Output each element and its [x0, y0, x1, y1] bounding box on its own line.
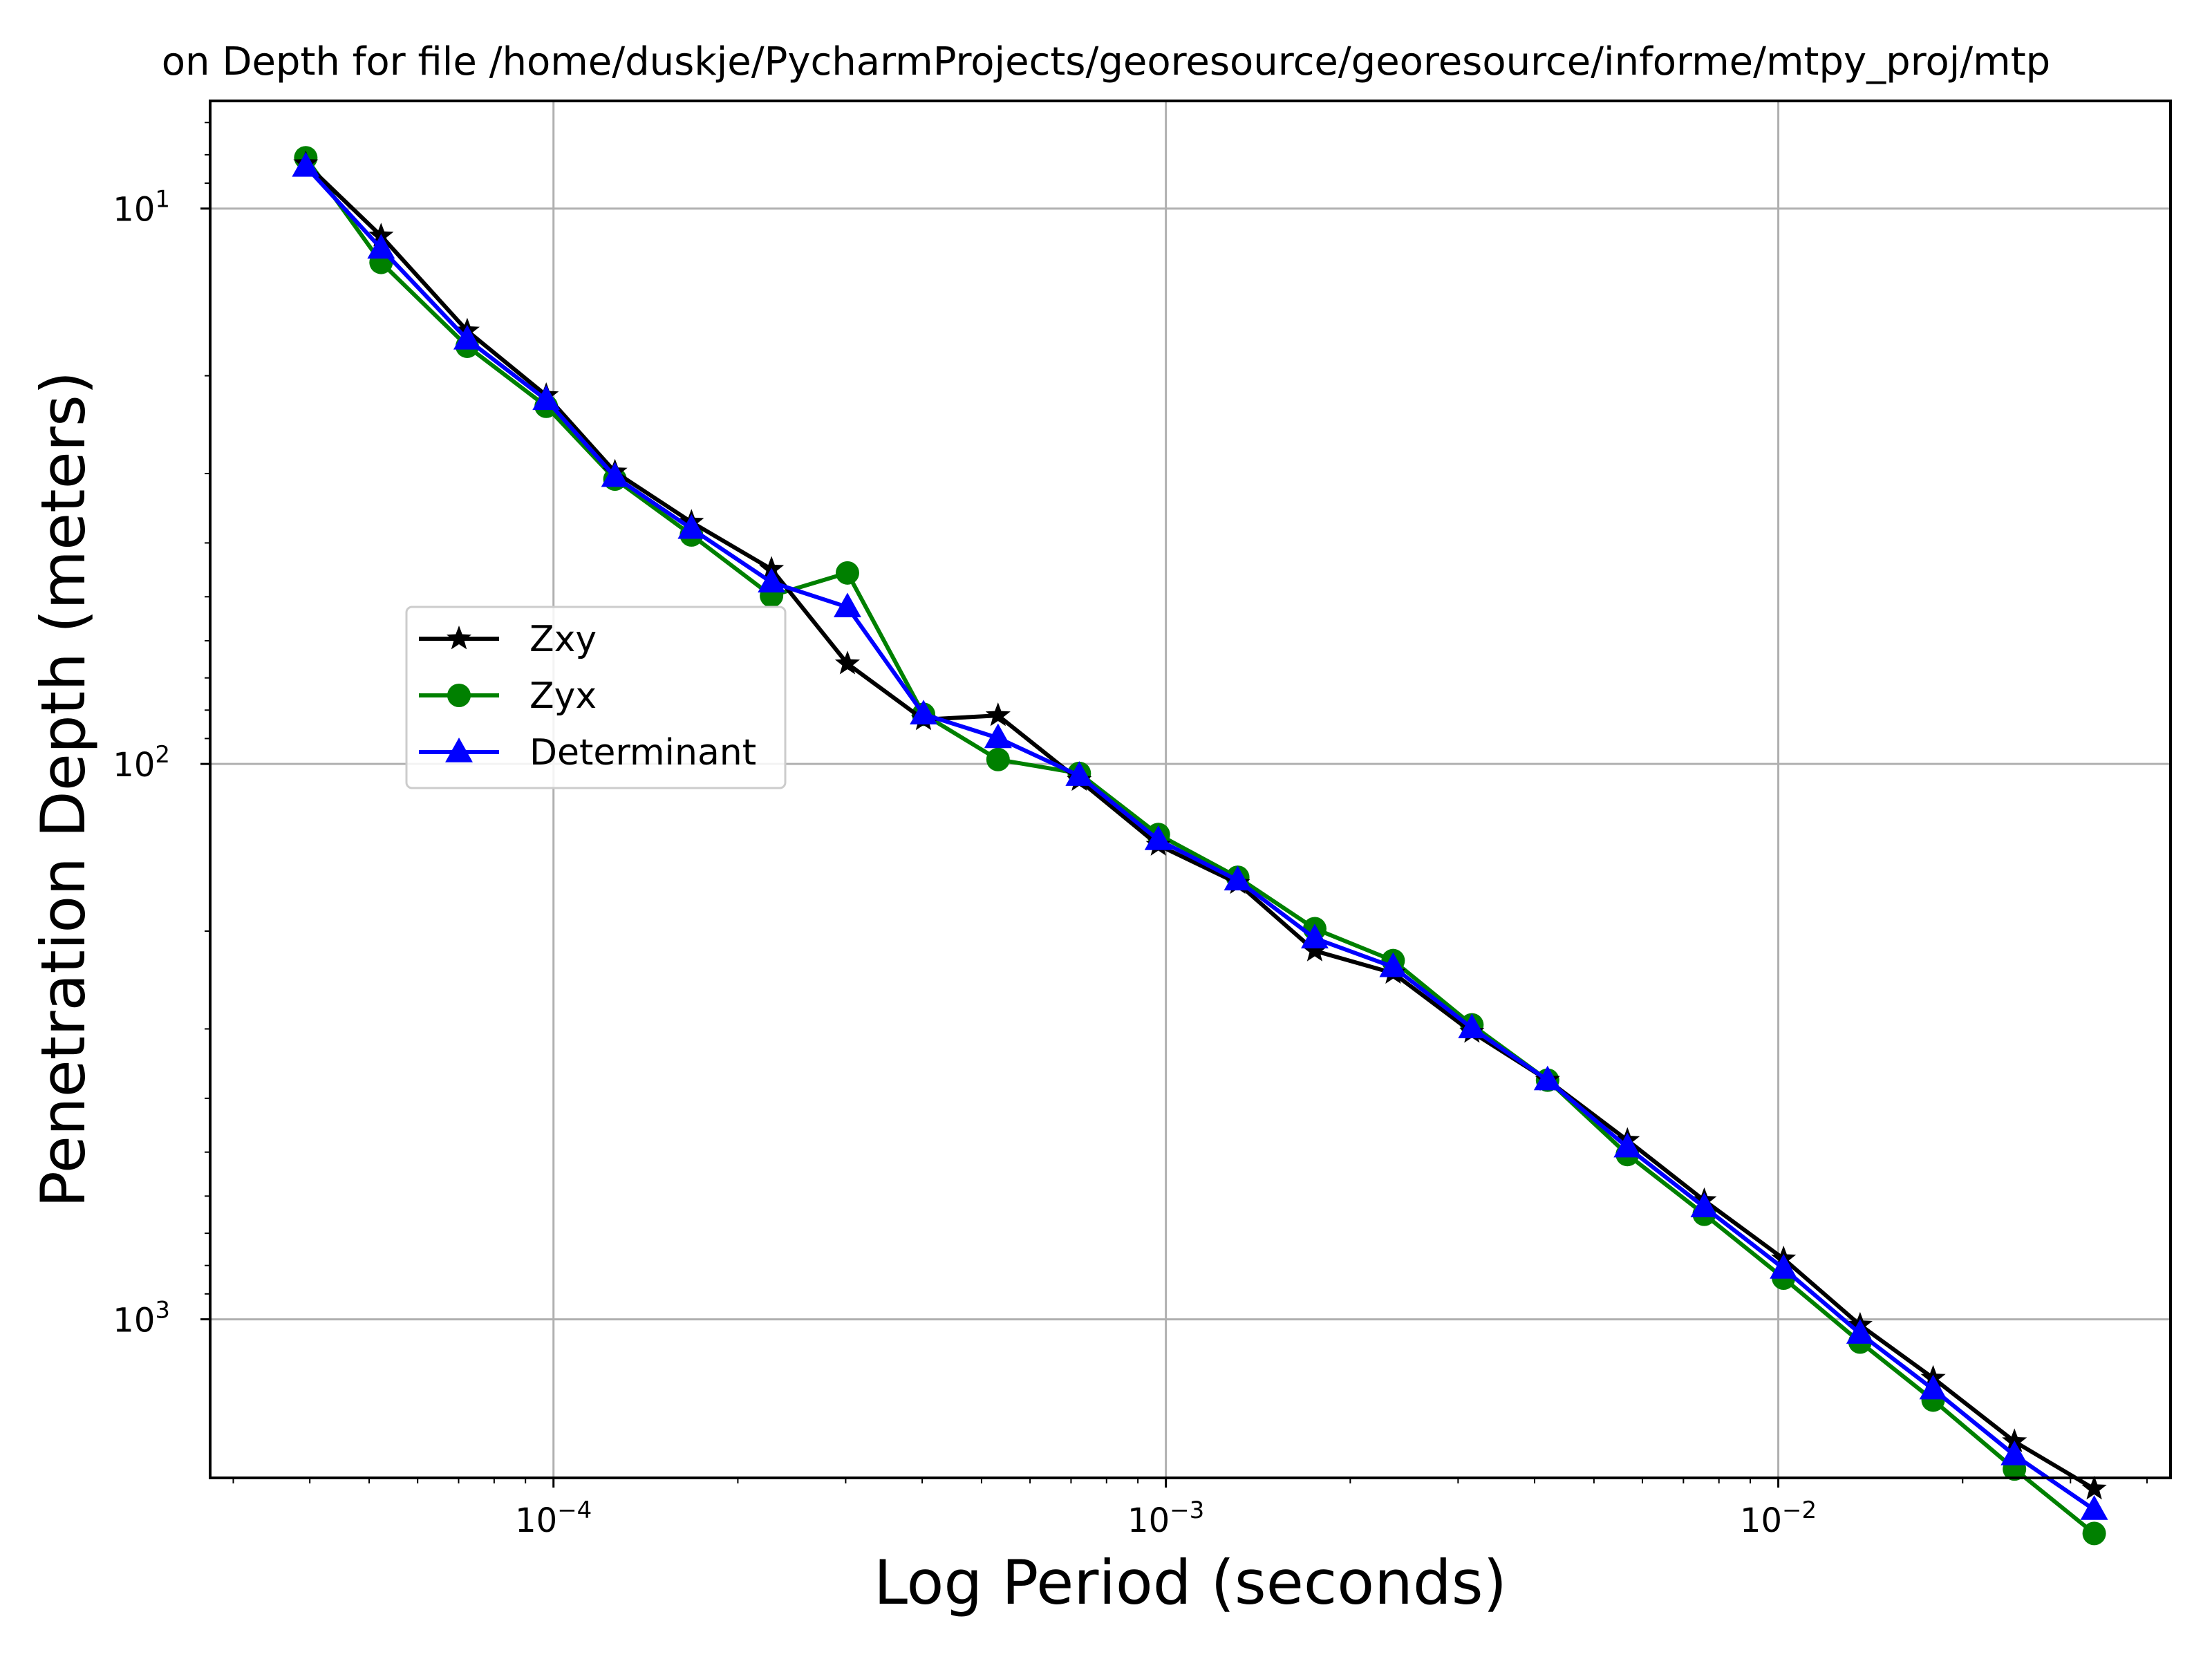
x-tick-label: 10−4	[515, 1497, 592, 1540]
data-point	[1846, 1319, 1874, 1344]
data-point	[1301, 924, 1329, 949]
data-point	[835, 561, 859, 585]
data-point	[910, 700, 937, 725]
data-point	[2082, 1521, 2106, 1546]
plot-frame	[209, 100, 2172, 1479]
data-point	[453, 324, 481, 350]
data-point	[2002, 1428, 2027, 1452]
series-determinant	[292, 151, 2108, 1520]
data-point	[985, 702, 1011, 727]
data-point	[758, 568, 786, 593]
legend-label: Zxy	[529, 619, 597, 660]
y-axis-label: Penetration Depth (meters)	[28, 371, 99, 1208]
x-axis-ticks: 10−4 10−3 10−2	[232, 1478, 2148, 1540]
data-point	[1458, 1013, 1486, 1039]
series-line	[304, 165, 2096, 1512]
legend-label: Determinant	[529, 732, 756, 774]
y-tick-label: 101	[113, 186, 170, 229]
chart-title: on Depth for file /home/duskje/PycharmPr…	[162, 39, 2050, 84]
data-point	[677, 514, 706, 539]
y-axis-ticks: 101 102 103	[113, 122, 210, 1340]
data-point	[834, 592, 861, 618]
legend-label: Zyx	[529, 675, 597, 717]
x-axis-label: Log Period (seconds)	[874, 1547, 1507, 1618]
data-point	[292, 151, 320, 177]
series-zxy	[293, 150, 2107, 1500]
data-point	[2000, 1441, 2029, 1465]
data-point	[601, 462, 629, 487]
data-point	[986, 747, 1010, 771]
x-tick-label: 10−2	[1740, 1497, 1817, 1540]
data-point	[1065, 761, 1094, 786]
legend-marker	[447, 684, 471, 707]
data-point	[532, 385, 561, 411]
data-point	[1379, 952, 1407, 977]
series-line	[303, 156, 2096, 1535]
y-tick-label: 102	[113, 741, 170, 785]
data-point	[984, 723, 1012, 749]
data-point	[1144, 825, 1172, 850]
data-point	[1690, 1192, 1718, 1217]
data-point	[1919, 1374, 1947, 1400]
data-point	[1302, 937, 1327, 962]
legend: Zxy Zyx Determinant	[405, 606, 787, 789]
series-line	[304, 162, 2096, 1491]
data-point	[834, 650, 860, 675]
legend-marker	[446, 626, 472, 650]
grid	[210, 101, 2171, 1478]
x-tick-label: 10−3	[1127, 1497, 1204, 1540]
data-point	[1613, 1132, 1642, 1158]
data-point	[367, 234, 395, 259]
y-tick-label: 103	[113, 1297, 170, 1340]
data-point	[2081, 1475, 2107, 1500]
legend-box	[405, 606, 787, 789]
data-point	[1224, 865, 1252, 891]
series-layer	[292, 146, 2108, 1546]
data-point	[1533, 1065, 1562, 1091]
legend-marker	[445, 738, 473, 762]
data-point	[2080, 1495, 2108, 1520]
series-zyx	[294, 146, 2106, 1546]
data-point	[1770, 1254, 1798, 1279]
